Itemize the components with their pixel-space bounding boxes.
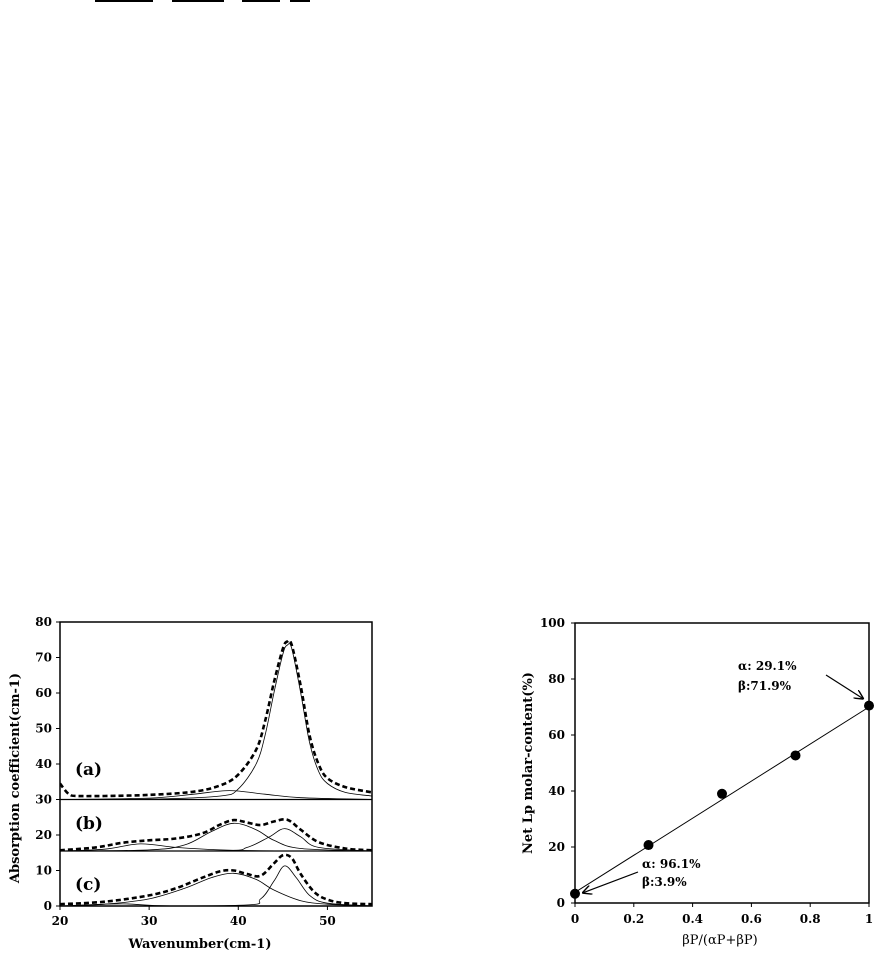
y-tick-label: 50 <box>35 722 52 736</box>
y-tick-label: 20 <box>548 840 565 854</box>
y-tick-label: 60 <box>548 728 565 742</box>
x-tick-label: 0.8 <box>800 912 821 926</box>
y-tick-label: 20 <box>35 828 52 842</box>
measured-spectrum-line <box>60 818 372 852</box>
annotation-top-beta: β:71.9% <box>738 679 792 693</box>
annotation-arrow-top <box>825 674 863 699</box>
y-tick-label: 10 <box>35 864 52 878</box>
annotation-top-alpha: α: 29.1% <box>738 659 797 673</box>
y-tick-label: 40 <box>548 784 565 798</box>
x-axis-title: Wavenumber(cm-1) <box>128 937 272 952</box>
annotation-arrow-bottom <box>583 871 639 893</box>
y-tick-label: 40 <box>35 757 52 771</box>
y-axis-title: Net Lp molar-content(%) <box>521 672 536 854</box>
x-tick-label: 0.6 <box>741 912 762 926</box>
y-tick-label: 80 <box>548 672 565 686</box>
x-tick-label: 1 <box>865 912 873 926</box>
fitted-component-line <box>60 903 372 906</box>
annotation-bottom-beta: β:3.9% <box>642 875 687 889</box>
fitted-component-line <box>60 828 372 852</box>
fitted-component-line <box>60 822 372 852</box>
x-tick-label: 0.4 <box>682 912 703 926</box>
data-point <box>864 700 874 711</box>
panel-label-c: (c) <box>75 875 101 895</box>
panel-label-a: (a) <box>75 760 102 780</box>
y-tick-label: 80 <box>35 615 52 629</box>
y-tick-label: 60 <box>35 686 52 700</box>
x-tick-label: 0.2 <box>623 912 644 926</box>
top-rule-1 <box>95 0 153 2</box>
data-point <box>790 750 801 761</box>
absorption-plot-area: 0 10 20 30 40 50 60 70 80 20 30 40 50 <box>35 615 373 928</box>
top-rule-2 <box>172 0 224 2</box>
top-rule-4 <box>290 0 310 2</box>
x-tick-label: 50 <box>319 914 336 928</box>
fitted-component-line <box>60 790 372 800</box>
y-tick-label: 100 <box>540 616 565 630</box>
x-axis-title: βP/(αP+βP) <box>682 933 757 948</box>
measured-spectrum-line <box>60 639 372 798</box>
data-point <box>570 888 580 899</box>
annotation-bottom-alpha: α: 96.1% <box>642 857 701 871</box>
data-point <box>643 840 654 851</box>
y-tick-label: 0 <box>557 896 565 910</box>
fitted-component-line <box>60 865 372 906</box>
trend-line <box>574 706 870 893</box>
x-tick-label: 20 <box>52 914 69 928</box>
y-tick-label: 0 <box>44 899 52 913</box>
y-tick-label: 70 <box>35 651 52 665</box>
fitted-component-line <box>60 643 372 800</box>
molar-content-plot-area: 0 20 40 60 80 100 0 0.2 0.4 0.6 0.8 1 <box>540 616 874 926</box>
fitted-component-line <box>60 872 372 906</box>
panel-label-b: (b) <box>75 814 103 834</box>
top-rule-3 <box>242 0 280 2</box>
x-tick-label: 0 <box>571 912 579 926</box>
x-tick-label: 40 <box>230 914 247 928</box>
y-tick-label: 30 <box>35 793 52 807</box>
plot-frame <box>574 622 870 904</box>
y-axis-title: Absorption coefficient(cm-1) <box>8 673 23 884</box>
data-point <box>717 788 727 799</box>
x-tick-label: 30 <box>141 914 158 928</box>
measured-spectrum-line <box>60 853 372 906</box>
